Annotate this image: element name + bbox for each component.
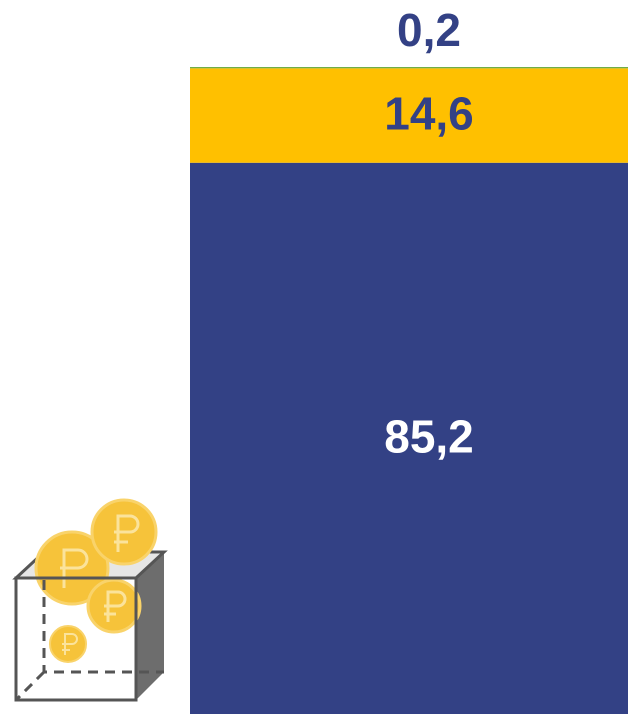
money-box-icon — [12, 498, 168, 702]
data-label: 0,2 — [397, 4, 461, 56]
bar-segment — [190, 68, 628, 163]
bar-segment — [190, 162, 628, 714]
bar-segment — [190, 67, 628, 69]
data-label: 14,6 — [384, 88, 474, 140]
data-label: 85,2 — [384, 411, 474, 463]
